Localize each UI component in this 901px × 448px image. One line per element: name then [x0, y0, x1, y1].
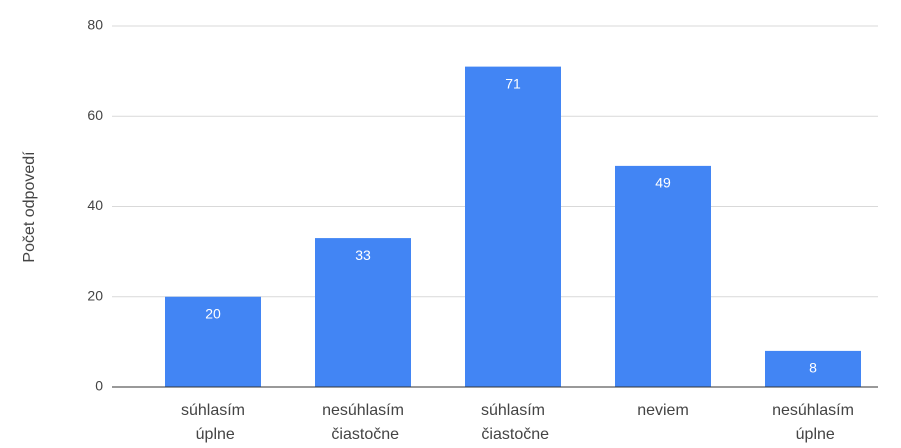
bar	[315, 238, 411, 387]
bar	[615, 165, 711, 387]
bar	[765, 350, 861, 387]
y-tick-label: 60	[87, 107, 103, 123]
y-tick-label: 20	[87, 287, 103, 303]
value-label: 33	[355, 247, 371, 263]
value-label: 8	[809, 360, 817, 376]
x-tick-label: neviem	[637, 402, 689, 419]
value-label: 71	[505, 75, 521, 91]
value-label: 20	[205, 305, 221, 321]
bar	[165, 296, 261, 387]
y-axis-title: Počet odpovedí	[21, 151, 38, 263]
x-tick-label: nesúhlasím úplne	[772, 402, 854, 443]
bar	[465, 66, 561, 388]
y-tick-label: 40	[87, 197, 103, 213]
x-tick-label: nesúhlasím čiastočne	[322, 402, 404, 443]
y-tick-label: 80	[87, 17, 103, 33]
x-tick-label: súhlasím čiastočne	[477, 402, 549, 443]
value-label: 49	[655, 175, 671, 191]
x-tick-label: súhlasím úplne	[181, 402, 245, 443]
y-tick-label: 0	[95, 378, 103, 394]
